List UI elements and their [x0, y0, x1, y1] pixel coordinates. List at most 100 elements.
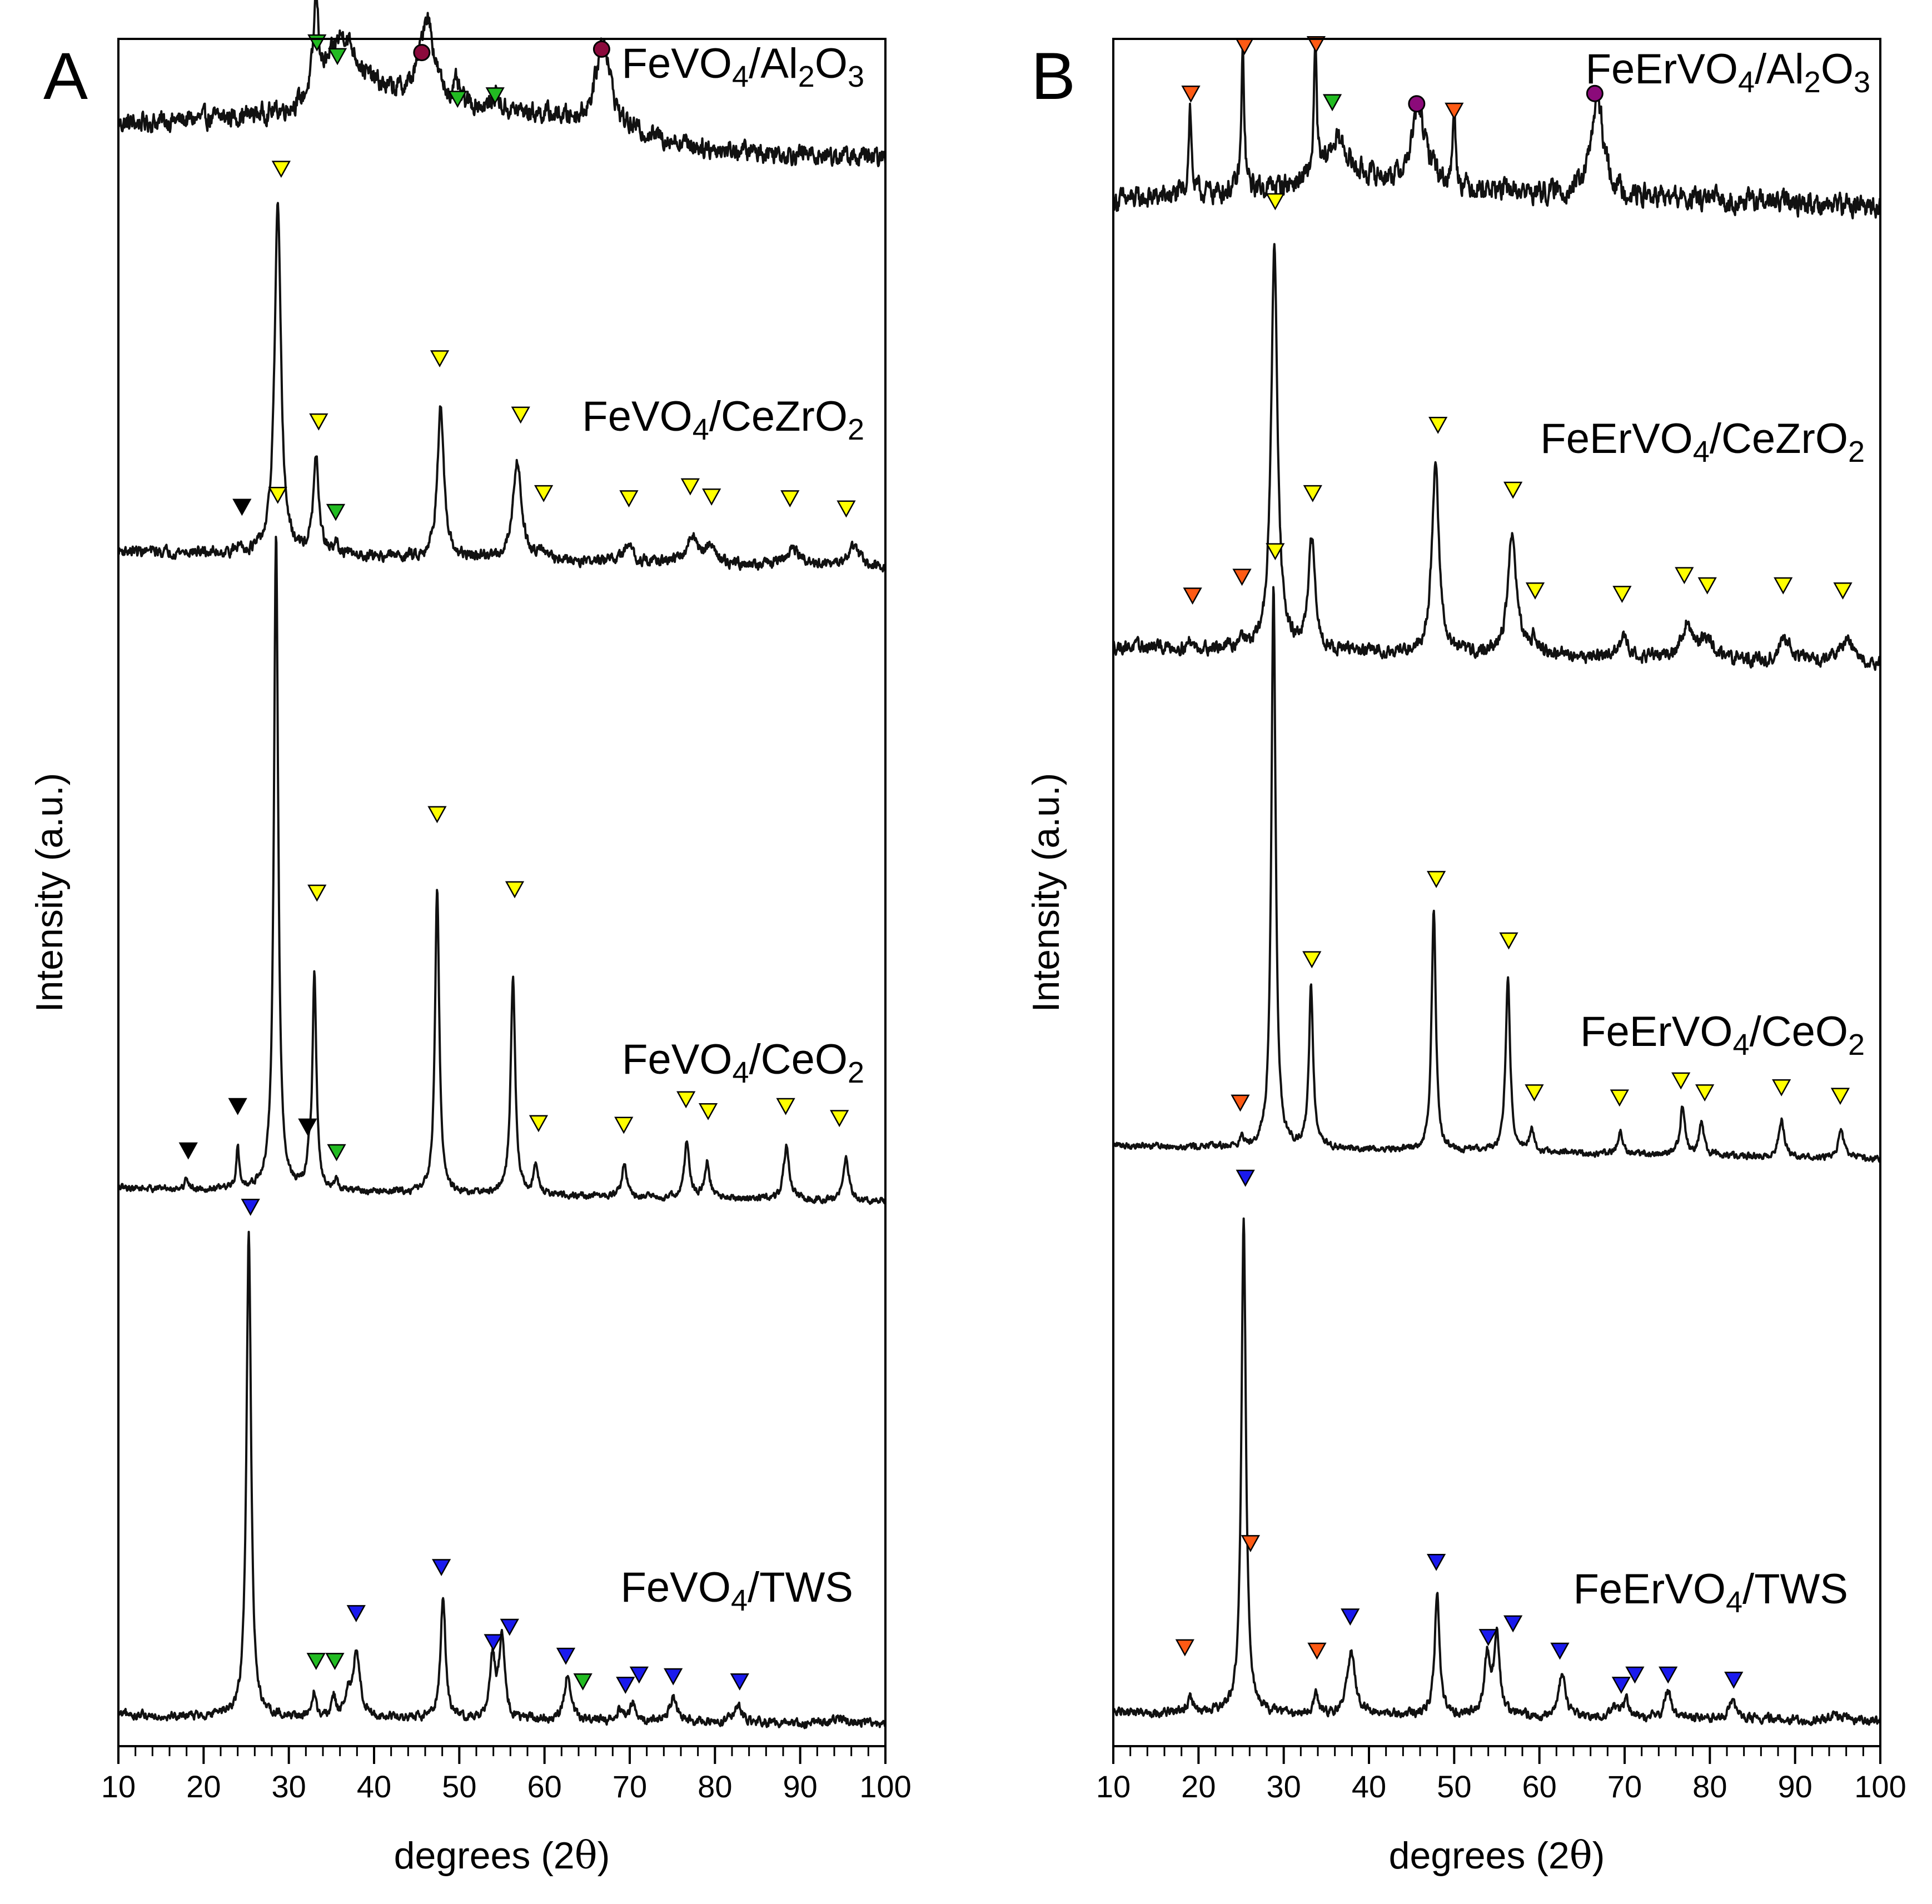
yellow-triangle-marker [676, 1091, 696, 1109]
crimson-circle-marker [592, 40, 610, 58]
series-feervo4-tws: FeErVO4​/TWS [1112, 1169, 1881, 1726]
orange-triangle-marker [1183, 587, 1202, 605]
orange-triangle-marker [1307, 1642, 1327, 1660]
yellow-triangle-marker [1499, 932, 1518, 950]
green-triangle-marker [327, 48, 347, 66]
panel-b-label: B [1031, 39, 1075, 113]
blue-triangle-marker [1236, 1169, 1255, 1187]
green-triangle-marker [573, 1673, 592, 1691]
yellow-triangle-marker [1525, 1084, 1544, 1101]
x-tick-label: 30 [272, 1769, 306, 1804]
series-label: FeVO4​/TWS [620, 1564, 853, 1617]
xrd-trace [117, 1230, 887, 1729]
series-label: FeVO4​/Al2​O3​ [622, 40, 864, 93]
blue-triangle-marker [500, 1618, 519, 1636]
blue-triangle-marker [730, 1673, 749, 1691]
yellow-triangle-marker [1695, 1084, 1715, 1101]
green-triangle-marker [326, 504, 346, 521]
xrd-trace [117, 0, 887, 167]
yellow-triangle-marker [836, 500, 856, 518]
series-label: FeErVO4​/CeO2​ [1580, 1008, 1865, 1061]
yellow-triangle-marker [1525, 582, 1545, 600]
orange-triangle-marker [1445, 102, 1464, 120]
yellow-triangle-marker [1830, 1088, 1850, 1105]
blue-triangle-marker [1724, 1671, 1744, 1689]
yellow-triangle-marker [698, 1103, 718, 1120]
x-tick-label: 40 [1352, 1769, 1386, 1804]
orange-triangle-marker [1181, 86, 1201, 103]
yellow-triangle-marker [1428, 417, 1448, 434]
orange-triangle-marker [1306, 36, 1326, 53]
purple-circle-marker [1586, 84, 1604, 102]
yellow-triangle-marker [309, 413, 328, 431]
green-triangle-marker [307, 34, 327, 52]
panel-a-plot-area: FeVO4​/Al2​O3​ FeVO4​/CeZrO2​ FeVO4​/CeO2​… [117, 0, 887, 1729]
yellow-triangle-marker [614, 1117, 634, 1134]
blue-triangle-marker [629, 1666, 649, 1684]
x-tick-label: 10 [1096, 1769, 1131, 1804]
yellow-triangle-marker [780, 490, 800, 507]
series-fevo4-al2o3: FeVO4​/Al2​O3​ [117, 0, 887, 167]
x-tick-label: 70 [1607, 1769, 1642, 1804]
x-tick-label: 100 [1854, 1769, 1906, 1804]
panel-a-frame [117, 38, 887, 1747]
panel-b-y-axis-title: Intensity (a.u.) [1025, 773, 1067, 1013]
green-triangle-marker [448, 91, 467, 108]
green-triangle-marker [1322, 94, 1342, 112]
series-feervo4-cezro2: FeErVO4​/CeZrO2​ [1112, 193, 1881, 671]
x-tick-label: 50 [1437, 1769, 1471, 1804]
x-tick-label: 40 [357, 1769, 391, 1804]
series-fevo4-ceo2: FeVO4​/CeO2​ [117, 486, 887, 1205]
blue-triangle-marker [484, 1634, 503, 1652]
blue-triangle-marker [1550, 1642, 1570, 1660]
black-triangle-marker [228, 1098, 247, 1115]
yellow-triangle-marker [307, 884, 327, 902]
blue-triangle-marker [616, 1677, 635, 1694]
x-tick-label: 60 [1522, 1769, 1557, 1804]
orange-triangle-marker [1241, 1535, 1260, 1553]
blue-triangle-marker [1478, 1629, 1498, 1646]
yellow-triangle-marker [271, 161, 291, 178]
yellow-triangle-marker [1610, 1089, 1629, 1107]
xrd-trace [1112, 1217, 1881, 1726]
yellow-triangle-marker [1266, 193, 1285, 211]
x-tick-label: 100 [859, 1769, 911, 1804]
series-fevo4-tws: FeVO4​/TWS [117, 1198, 887, 1729]
x-tick-label: 30 [1267, 1769, 1301, 1804]
xrd-trace [1112, 38, 1881, 220]
xrd-trace [1112, 243, 1881, 671]
yellow-triangle-marker [1303, 485, 1322, 502]
yellow-triangle-marker [430, 350, 450, 368]
panel-a: A FeVO4​/Al2​O3​ FeVO4​/CeZrO2​ FeVO4​/CeO… [28, 0, 912, 1878]
x-tick-label: 20 [1181, 1769, 1216, 1804]
yellow-triangle-marker [1774, 577, 1793, 595]
panel-a-x-axis-title: degrees (2θ) [394, 1834, 610, 1878]
yellow-triangle-marker [619, 490, 639, 507]
blue-triangle-marker [1341, 1608, 1360, 1626]
yellow-triangle-marker [427, 806, 447, 824]
green-triangle-marker [327, 1144, 346, 1162]
series-fevo4-cezro2: FeVO4​/CeZrO2​ [117, 161, 887, 573]
yellow-triangle-marker [505, 881, 525, 899]
green-triangle-marker [485, 87, 505, 104]
blue-triangle-marker [1503, 1615, 1523, 1633]
yellow-triangle-marker [511, 406, 530, 424]
panel-b: B FeErVO4​/Al2​O3​FeErVO4​/CeZrO2​FeErVO… [1025, 36, 1906, 1878]
series-feervo4-ceo2: FeErVO4​/CeO2​ [1112, 543, 1881, 1163]
series-label: FeErVO4​/TWS [1573, 1566, 1848, 1619]
yellow-triangle-marker [1833, 582, 1853, 600]
blue-triangle-marker [241, 1198, 260, 1216]
yellow-triangle-marker [680, 478, 700, 496]
panel-a-x-axis: 10 20 30 40 50 60 70 80 90 100 [101, 1746, 912, 1804]
xrd-trace [1112, 586, 1881, 1163]
blue-triangle-marker [346, 1605, 366, 1622]
blue-triangle-marker [1427, 1553, 1446, 1571]
yellow-triangle-marker [1503, 481, 1523, 499]
panel-b-plot-area: FeErVO4​/Al2​O3​ FeErVO4​/CeZrO2​ FeErVO4​… [1112, 36, 1881, 1726]
blue-triangle-marker [1611, 1677, 1631, 1694]
black-triangle-marker [298, 1118, 317, 1136]
x-tick-label: 90 [783, 1769, 818, 1804]
x-tick-label: 50 [442, 1769, 476, 1804]
yellow-triangle-marker [268, 486, 287, 504]
